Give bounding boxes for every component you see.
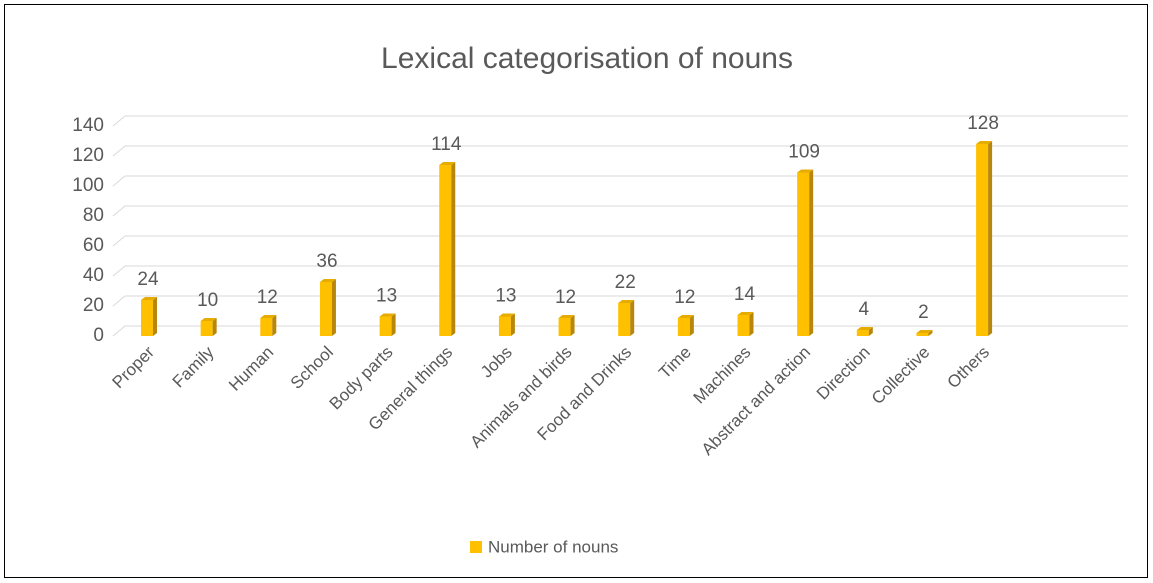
grid-line — [112, 115, 1128, 127]
bar-side — [689, 315, 694, 336]
bar-side — [451, 162, 456, 336]
bar-side — [212, 318, 217, 336]
bar-top — [737, 312, 754, 315]
bar-group — [498, 313, 515, 336]
bar-top — [558, 315, 575, 318]
grid-line — [112, 295, 1128, 307]
bar-group — [856, 327, 873, 336]
bar — [319, 282, 332, 336]
bar-top — [260, 315, 277, 318]
bar-group — [439, 162, 456, 336]
bar — [379, 316, 392, 336]
bar-group — [558, 315, 575, 336]
data-label: 128 — [967, 113, 999, 134]
bar — [141, 300, 153, 336]
bar-group — [737, 312, 754, 336]
bar-group — [797, 169, 814, 336]
data-label: 22 — [615, 272, 636, 293]
bar — [558, 318, 571, 336]
data-label: 24 — [137, 269, 159, 290]
bar-side — [988, 141, 993, 336]
legend-label: Number of nouns — [488, 537, 618, 556]
data-label: 10 — [197, 290, 218, 311]
data-label: 14 — [734, 284, 756, 305]
bar-top — [618, 300, 635, 303]
bar-top — [797, 169, 814, 173]
bar-group — [618, 300, 635, 336]
legend-swatch — [470, 541, 482, 553]
bar-side — [153, 297, 157, 336]
data-label: 12 — [555, 287, 576, 308]
bar-side — [570, 315, 575, 336]
bar-group — [200, 318, 217, 336]
grid-line — [112, 175, 1128, 187]
bar-top — [498, 313, 515, 317]
bar-group — [260, 315, 277, 336]
bar-top — [916, 330, 933, 333]
bar — [618, 303, 631, 336]
bar-group — [677, 315, 694, 336]
y-tick-label: 0 — [93, 325, 104, 346]
bar-top — [200, 318, 217, 321]
bar — [797, 172, 810, 336]
bar-side — [809, 169, 814, 336]
bar-group — [319, 279, 336, 336]
data-label: 12 — [257, 287, 278, 308]
bar-top — [141, 297, 157, 300]
y-tick-label: 80 — [83, 205, 104, 226]
bar — [260, 318, 273, 336]
bar — [439, 165, 452, 336]
bar-top — [976, 141, 993, 144]
y-tick-label: 100 — [72, 175, 104, 196]
bar-group — [379, 313, 396, 336]
chart-title: Lexical categorisation of nouns — [381, 42, 793, 75]
y-tick-label: 120 — [72, 145, 104, 166]
bar — [916, 333, 929, 336]
bar — [856, 330, 869, 336]
y-tick-label: 40 — [83, 265, 104, 286]
data-label: 114 — [431, 134, 462, 155]
chart-border — [4, 4, 1148, 578]
bar-top — [677, 315, 694, 318]
bar-side — [928, 330, 933, 336]
grid-line — [112, 235, 1128, 247]
data-label: 36 — [316, 251, 337, 272]
grid-line — [112, 265, 1128, 277]
bar — [498, 316, 511, 336]
bar-side — [272, 315, 277, 336]
y-tick-label: 60 — [83, 235, 104, 256]
bar-top — [379, 313, 396, 317]
grid-line — [112, 325, 1128, 337]
data-label: 13 — [495, 286, 516, 307]
y-tick-label: 140 — [72, 115, 104, 136]
bar-top — [856, 327, 873, 330]
bar-side — [510, 313, 515, 336]
bar-group — [976, 141, 993, 336]
data-label: 12 — [674, 287, 695, 308]
data-label: 13 — [376, 286, 397, 307]
bar — [677, 318, 690, 336]
bar-side — [391, 313, 396, 336]
bar-side — [331, 279, 336, 336]
bar-group — [141, 297, 157, 336]
bar-top — [319, 279, 336, 282]
bar-side — [630, 300, 635, 336]
bar — [737, 315, 750, 336]
bar-top — [439, 162, 456, 165]
bar — [976, 144, 989, 336]
data-label: 2 — [918, 302, 929, 323]
grid-line — [112, 145, 1128, 157]
bar-group — [916, 330, 933, 336]
grid-line — [112, 205, 1128, 217]
bar-side — [749, 312, 754, 336]
data-label: 109 — [788, 142, 820, 163]
bar — [200, 321, 213, 336]
y-tick-label: 20 — [83, 295, 104, 316]
data-label: 4 — [859, 299, 870, 320]
